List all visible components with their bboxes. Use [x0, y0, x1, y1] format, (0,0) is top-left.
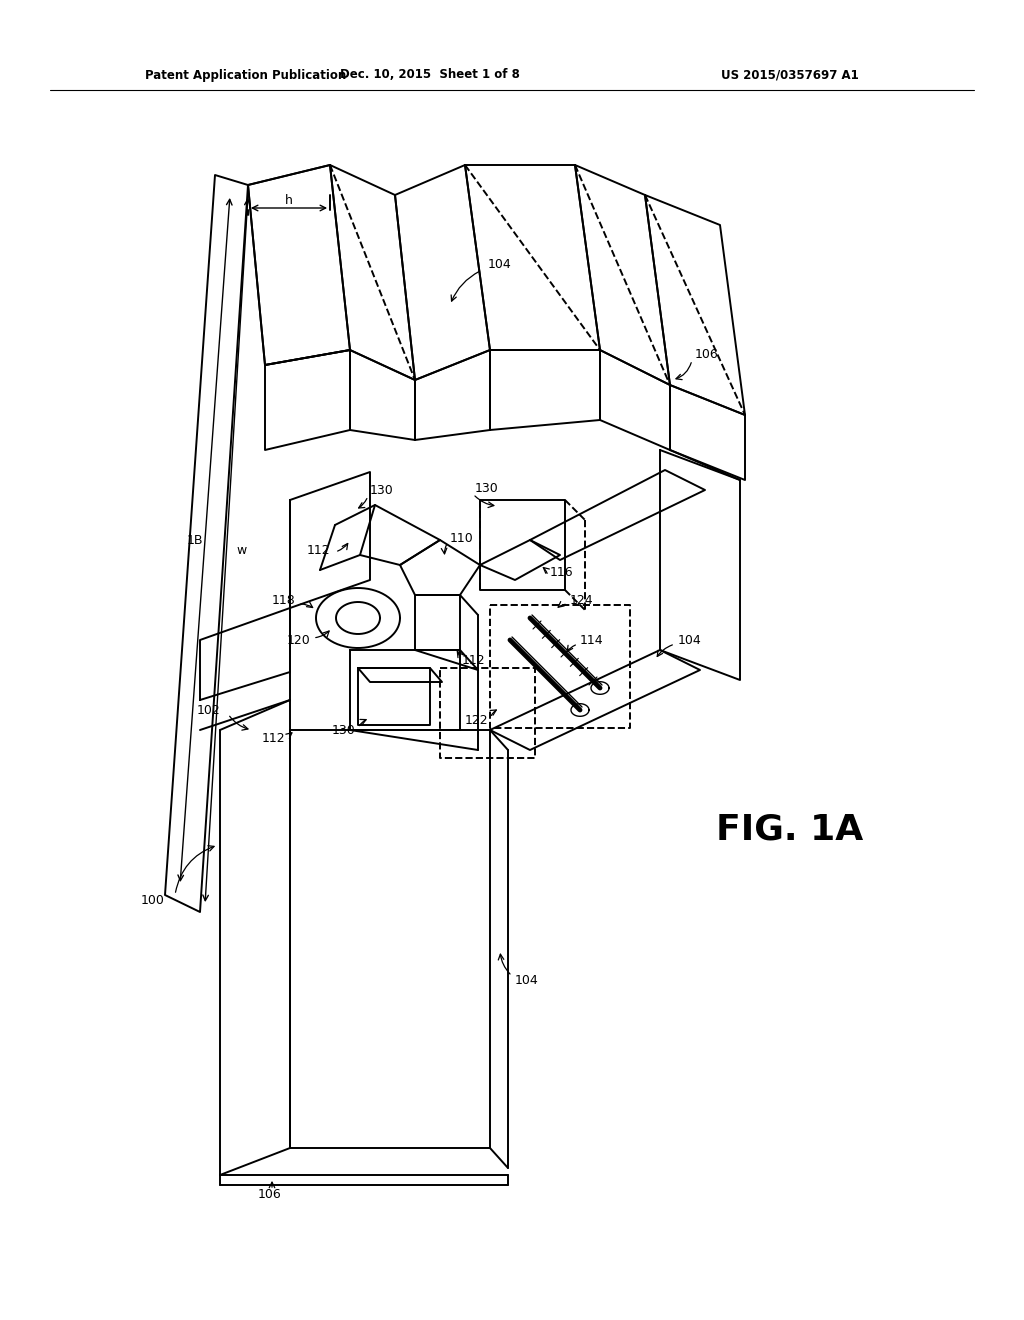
Text: w: w	[237, 544, 247, 557]
Text: US 2015/0357697 A1: US 2015/0357697 A1	[721, 69, 859, 82]
Text: 112: 112	[462, 653, 485, 667]
Text: 130: 130	[331, 723, 355, 737]
Text: FIG. 1A: FIG. 1A	[717, 813, 863, 847]
Text: 112: 112	[261, 731, 285, 744]
Text: 102: 102	[197, 704, 220, 717]
Text: 110: 110	[450, 532, 474, 544]
Text: 130: 130	[475, 482, 499, 495]
Text: Dec. 10, 2015  Sheet 1 of 8: Dec. 10, 2015 Sheet 1 of 8	[340, 69, 520, 82]
Text: 112: 112	[306, 544, 330, 557]
Text: 100: 100	[141, 894, 165, 907]
Text: 124: 124	[570, 594, 594, 606]
Text: 122: 122	[464, 714, 488, 726]
Text: 104: 104	[678, 634, 701, 647]
Text: 118: 118	[271, 594, 295, 606]
Text: 106: 106	[258, 1188, 282, 1201]
Text: 114: 114	[580, 634, 603, 647]
Text: 104: 104	[515, 974, 539, 986]
Text: 1B: 1B	[186, 533, 203, 546]
Text: h: h	[285, 194, 293, 206]
Text: 130: 130	[370, 483, 394, 496]
Text: 120: 120	[287, 634, 310, 647]
Text: 116: 116	[550, 565, 573, 578]
Text: 106: 106	[695, 348, 719, 362]
Text: 104: 104	[488, 259, 512, 272]
Text: Patent Application Publication: Patent Application Publication	[145, 69, 346, 82]
